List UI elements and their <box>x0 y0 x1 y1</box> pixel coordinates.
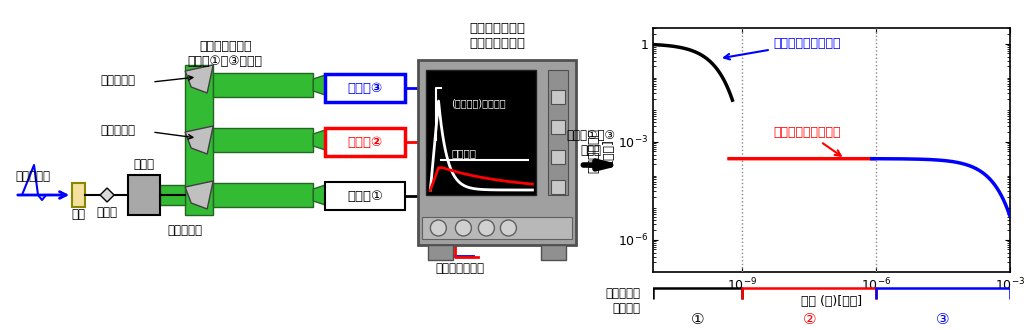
Polygon shape <box>313 75 326 95</box>
Circle shape <box>501 220 516 236</box>
Text: オシロスコープ
による信号計測: オシロスコープ による信号計測 <box>469 22 525 50</box>
Text: ③: ③ <box>936 312 949 327</box>
Bar <box>552 120 565 134</box>
Bar <box>426 70 537 195</box>
Text: 固定ミラー: 固定ミラー <box>100 74 135 86</box>
Text: 遅延蛍光: 遅延蛍光 <box>452 148 476 158</box>
Bar <box>128 175 160 215</box>
Bar <box>185 65 213 215</box>
Bar <box>72 183 85 207</box>
Text: データ①～③
の統合: データ①～③ の統合 <box>566 129 615 157</box>
Text: (部分的な)瞬時蛍光: (部分的な)瞬時蛍光 <box>452 98 506 108</box>
Polygon shape <box>185 65 213 93</box>
Text: 光路変更による
検出器①～③の選択: 光路変更による 検出器①～③の選択 <box>187 40 263 68</box>
Text: 各検出器の
検出範囲: 各検出器の 検出範囲 <box>605 287 640 315</box>
Bar <box>213 128 313 152</box>
Circle shape <box>456 220 471 236</box>
Bar <box>549 70 568 195</box>
Text: ①: ① <box>691 312 705 327</box>
Circle shape <box>430 220 446 236</box>
Bar <box>419 60 577 245</box>
Circle shape <box>478 220 495 236</box>
Text: 可動ミラー: 可動ミラー <box>100 123 135 137</box>
Bar <box>552 180 565 194</box>
Bar <box>326 182 406 210</box>
Text: レーザー光: レーザー光 <box>15 170 50 183</box>
Bar <box>326 128 406 156</box>
Bar <box>542 245 566 260</box>
Polygon shape <box>185 126 213 154</box>
Text: ②: ② <box>803 312 816 327</box>
Text: 遅延蛍光の時間変化: 遅延蛍光の時間変化 <box>773 126 841 156</box>
Y-axis label: 発光の強度比
[対数]: 発光の強度比 [対数] <box>588 128 615 173</box>
Text: 試料: 試料 <box>71 209 85 221</box>
Text: 各データの入力: 各データの入力 <box>436 261 485 275</box>
Polygon shape <box>313 130 326 150</box>
Polygon shape <box>100 188 114 202</box>
X-axis label: 時間 (秒)[対数]: 時間 (秒)[対数] <box>801 295 862 308</box>
Text: 分光器: 分光器 <box>133 158 155 172</box>
Bar <box>422 217 572 239</box>
Polygon shape <box>185 181 213 209</box>
Bar <box>213 183 313 207</box>
Polygon shape <box>313 185 326 205</box>
Bar <box>326 74 406 102</box>
Bar <box>552 90 565 104</box>
Bar <box>213 73 313 97</box>
Text: 検出器②: 検出器② <box>348 136 383 148</box>
Text: 検出器③: 検出器③ <box>348 82 383 94</box>
Text: 可動ミラー: 可動ミラー <box>168 223 203 237</box>
Text: 検出器①: 検出器① <box>347 189 383 203</box>
Bar <box>552 150 565 164</box>
Text: 瞬時蛍光の時間変化: 瞬時蛍光の時間変化 <box>724 37 841 59</box>
Bar <box>428 245 454 260</box>
Bar <box>160 185 185 205</box>
Text: レンズ: レンズ <box>96 207 118 219</box>
